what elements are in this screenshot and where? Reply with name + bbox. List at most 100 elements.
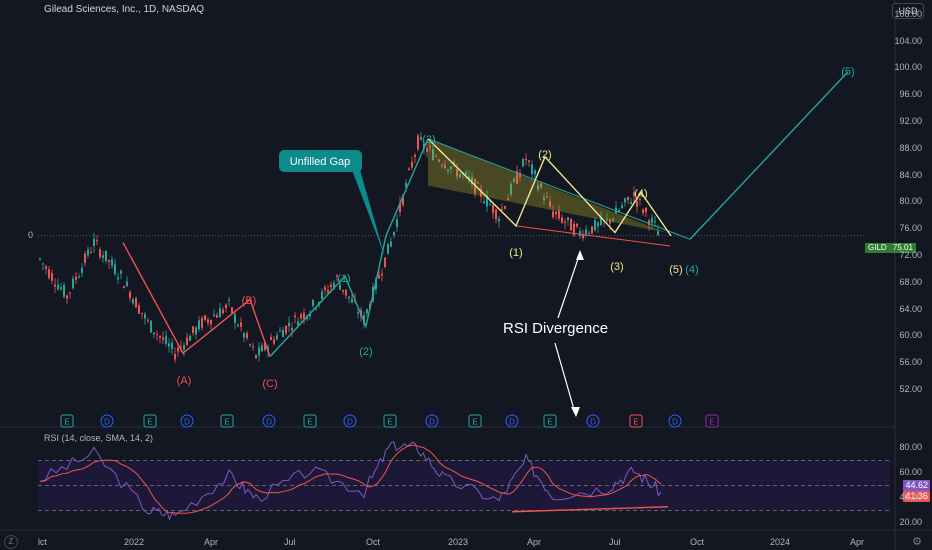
price-tick-label: 88.00 <box>899 142 922 153</box>
earnings-marker-label: E <box>633 418 638 427</box>
price-candle <box>453 162 455 164</box>
price-candle <box>498 218 500 222</box>
sub-wave-label-4: (4) <box>634 188 647 200</box>
price-candle <box>258 347 260 356</box>
price-candle <box>57 284 59 290</box>
price-candle <box>174 354 176 360</box>
price-candle <box>93 238 95 246</box>
price-candle <box>192 326 194 333</box>
price-candle <box>609 219 611 224</box>
price-candle <box>165 336 167 344</box>
price-candle <box>594 220 596 231</box>
sub-wave-label-3: (3) <box>610 261 623 273</box>
price-candle <box>573 223 575 236</box>
wave-label-5: (5) <box>841 66 854 78</box>
earnings-marker <box>60 414 74 428</box>
dividend-marker <box>262 414 276 428</box>
sub-wave-label-5: (5) <box>669 264 682 276</box>
price-candle <box>315 308 317 310</box>
price-candle <box>153 332 155 335</box>
price-candle <box>429 146 431 148</box>
earnings-marker <box>143 414 157 428</box>
price-candle <box>108 259 110 263</box>
price-candle <box>237 325 239 327</box>
price-candle <box>330 284 332 288</box>
price-candle <box>48 269 50 278</box>
dividend-marker <box>343 414 357 428</box>
earnings-marker <box>303 414 317 428</box>
price-candle <box>300 314 302 319</box>
price-candle <box>312 299 314 306</box>
time-tick-label: Apr <box>527 537 542 547</box>
price-candle <box>387 243 389 255</box>
price-candle <box>78 276 80 278</box>
price-candle <box>345 289 347 296</box>
price-tick-label: 92.00 <box>899 116 922 126</box>
price-candle <box>69 292 71 294</box>
wave-label-3: (3) <box>422 134 435 146</box>
dividend-marker-label: D <box>184 418 190 427</box>
price-candle <box>639 199 641 201</box>
price-candle <box>324 287 326 291</box>
dividend-marker <box>100 414 114 428</box>
divergence-arrowhead-up <box>576 250 584 260</box>
price-candle <box>327 290 329 294</box>
price-candle <box>60 287 62 290</box>
price-candle <box>243 332 245 338</box>
dividend-marker <box>668 414 682 428</box>
price-candle <box>270 336 272 340</box>
price-candle <box>63 284 65 297</box>
price-candle <box>276 335 278 340</box>
price-candle <box>600 217 602 226</box>
zoom-reset-button[interactable]: Z <box>4 535 18 549</box>
price-candle <box>591 226 593 234</box>
rsi-title: RSI (14, close, SMA, 14, 2) <box>44 433 154 443</box>
price-candle <box>504 206 506 209</box>
wave-label-2: (2) <box>359 346 372 358</box>
price-candle <box>336 275 338 277</box>
time-tick-label: 2023 <box>448 537 469 547</box>
price-candle <box>606 219 608 221</box>
price-candle <box>90 252 92 254</box>
earnings-marker <box>543 414 557 428</box>
unfilled-gap-label: Unfilled Gap <box>290 156 351 168</box>
price-candle <box>303 312 305 320</box>
price-candle <box>186 337 188 345</box>
price-candle <box>285 325 287 334</box>
earnings-marker-label: E <box>547 418 552 427</box>
time-tick-label: Apr <box>850 537 865 547</box>
price-candle <box>486 195 488 207</box>
price-candle <box>651 217 653 223</box>
sub-wave-label-2: (2) <box>538 149 551 161</box>
rsi-tick-label: 40.00 <box>899 492 922 502</box>
price-tick-label: 96.00 <box>899 89 922 100</box>
price-tick-label: 52.00 <box>899 384 922 394</box>
price-candle <box>438 159 440 162</box>
price-candle <box>180 346 182 348</box>
symbol-label: GILD <box>868 243 887 252</box>
price-candle <box>201 318 203 328</box>
earnings-marker-label: E <box>472 418 477 427</box>
dividend-marker-label: D <box>429 418 435 427</box>
rsi-value-badge: 44.62 <box>903 480 930 491</box>
price-candle <box>597 222 599 227</box>
price-candle <box>582 234 584 239</box>
price-candle <box>117 277 119 280</box>
gear-icon[interactable]: ⚙ <box>912 536 922 548</box>
price-candle <box>147 319 149 321</box>
price-candle <box>357 312 359 314</box>
price-candle <box>522 158 524 167</box>
price-candle <box>579 230 581 236</box>
price-candle <box>552 211 554 218</box>
price-candle <box>51 273 53 281</box>
price-candle <box>654 221 656 223</box>
currency-button[interactable]: USD <box>892 3 924 19</box>
earnings-marker-label: E <box>64 418 69 427</box>
price-candle <box>399 202 401 212</box>
divergence-arrowhead-down <box>571 407 580 417</box>
price-candle <box>657 231 659 236</box>
price-candle <box>618 209 620 212</box>
price-candle <box>627 196 629 201</box>
